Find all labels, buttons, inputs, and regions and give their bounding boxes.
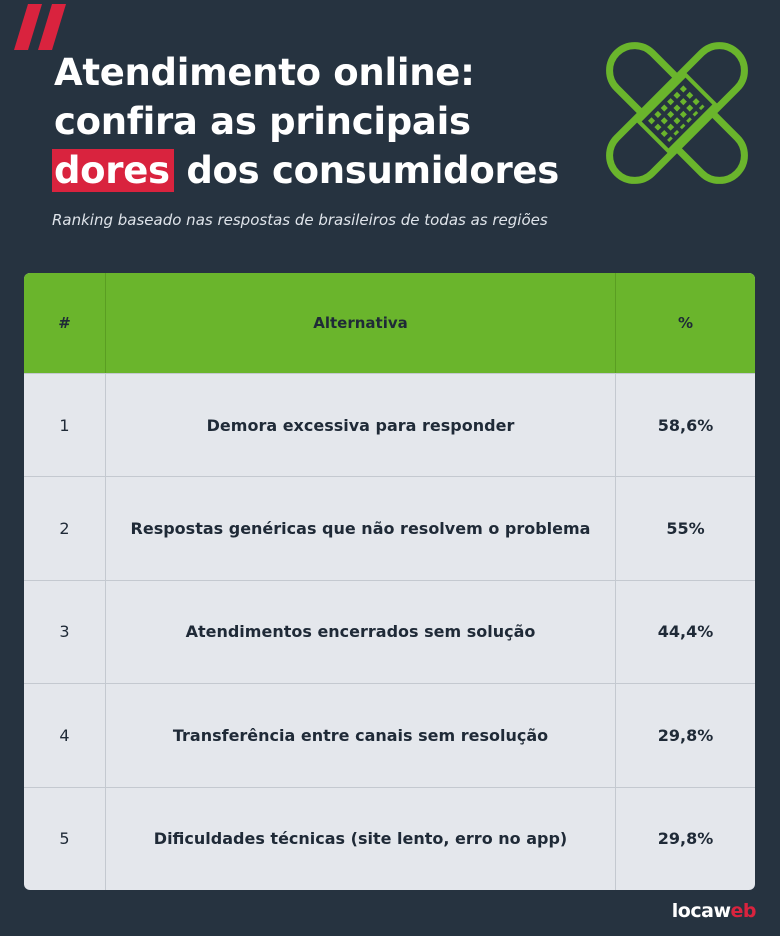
row-percent: 44,4% [657,622,714,642]
brand-logo: locaweb [671,900,757,922]
row-rank: 4 [24,684,106,787]
brand-logo-part-2: eb [730,900,757,922]
subtitle: Ranking baseado nas respostas de brasile… [52,211,548,229]
title-highlight: dores [52,149,174,192]
quote-mark-icon [14,4,66,50]
header-alternative: Alternativa [106,273,616,373]
brand-logo-part-1: locaw [671,900,731,922]
row-percent: 29,8% [657,725,714,745]
row-rank: 2 [24,477,106,580]
table-row: 4 Transferência entre canais sem resoluç… [24,683,755,787]
row-alternative: Respostas genéricas que não resolvem o p… [106,477,616,580]
table-header-row: # Alternativa % [24,273,755,373]
row-rank: 1 [24,374,106,477]
table-row: 1 Demora excessiva para responder 58,6% [24,373,755,477]
header-rank: # [24,273,106,373]
title-line-3: dores dos consumidores [52,146,559,195]
ranking-table: # Alternativa % 1 Demora excessiva para … [24,273,755,890]
row-alternative: Transferência entre canais sem resolução [106,684,616,787]
row-alternative: Atendimentos encerrados sem solução [106,580,616,684]
page-title: Atendimento online: confira as principai… [52,48,559,195]
row-alternative: Dificuldades técnicas (site lento, erro … [106,787,616,890]
row-percent: 55% [666,519,705,539]
table-row: 3 Atendimentos encerrados sem solução 44… [24,579,755,684]
row-percent: 58,6% [657,415,714,435]
row-rank: 5 [24,787,106,890]
table-row: 5 Dificuldades técnicas (site lento, err… [24,786,755,890]
title-line-2: confira as principais [54,100,471,143]
header-percent: % [677,314,694,332]
row-percent: 29,8% [657,829,714,849]
title-line-1: Atendimento online: [54,51,475,94]
row-alternative: Demora excessiva para responder [106,374,616,477]
title-line-3-rest: dos consumidores [173,149,559,192]
bandage-icon [606,42,748,184]
row-rank: 3 [24,580,106,684]
table-row: 2 Respostas genéricas que não resolvem o… [24,476,755,580]
